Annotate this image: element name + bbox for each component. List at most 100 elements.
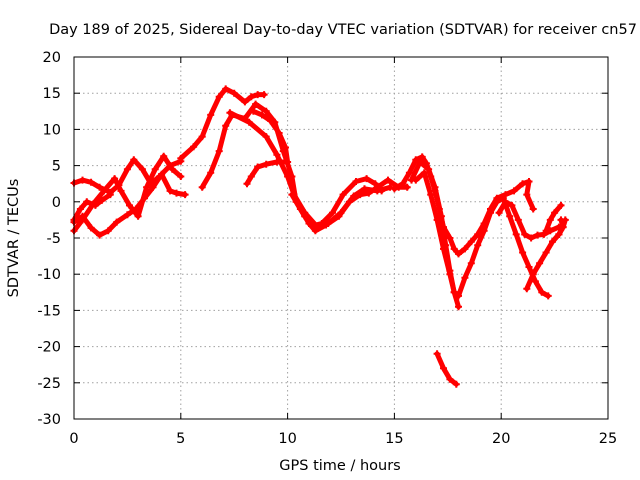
plot-frame <box>73 56 609 420</box>
data-point <box>275 129 283 137</box>
y-tick-label: 20 <box>43 50 61 66</box>
data-point <box>440 245 447 253</box>
y-axis-label: SDTVAR / TECUs <box>6 179 22 298</box>
data-point <box>510 187 518 195</box>
data-point <box>559 223 567 231</box>
data-point <box>538 288 546 296</box>
data-point <box>440 364 447 372</box>
data-point <box>446 270 454 278</box>
data-point <box>149 183 157 191</box>
y-tick-label: -30 <box>37 412 61 428</box>
data-point <box>207 111 215 119</box>
series-track-g <box>227 110 393 230</box>
data-point <box>527 234 535 242</box>
data-point <box>215 147 223 155</box>
data-point <box>416 158 424 166</box>
data-point <box>431 183 439 191</box>
data-point <box>262 133 270 141</box>
y-tick-label: -5 <box>47 231 61 247</box>
data-point <box>126 201 133 209</box>
chart-title: Day 189 of 2025, Sidereal Day-to-day VTE… <box>49 22 637 38</box>
data-point <box>540 230 548 238</box>
data-point <box>87 178 95 186</box>
series-track-f <box>199 101 385 229</box>
y-tick-label: 0 <box>52 195 61 211</box>
data-point <box>247 93 255 101</box>
data-point <box>134 212 142 220</box>
data-point <box>412 156 420 164</box>
data-point <box>96 183 104 191</box>
y-tick-label: -10 <box>37 267 61 283</box>
y-tick-label: -20 <box>37 340 61 356</box>
data-point <box>262 160 270 168</box>
data-point <box>241 98 249 106</box>
data-point <box>177 154 185 162</box>
data-point <box>493 198 501 206</box>
data-point <box>531 277 539 285</box>
data-point <box>549 238 556 246</box>
x-tick-label: 25 <box>599 431 617 447</box>
data-point <box>104 227 112 235</box>
data-point <box>433 216 441 224</box>
data-point <box>427 191 435 199</box>
x-tick-label: 5 <box>176 431 185 447</box>
data-point <box>111 175 119 183</box>
data-point <box>160 152 168 160</box>
data-series <box>70 85 569 388</box>
data-point <box>288 191 296 199</box>
data-point <box>446 375 454 383</box>
data-point <box>467 238 475 246</box>
data-point <box>461 274 469 282</box>
y-tick-label: 5 <box>52 159 61 175</box>
data-point <box>100 187 108 195</box>
data-point <box>166 187 174 195</box>
data-point <box>433 350 441 358</box>
data-point <box>519 180 527 188</box>
data-point <box>207 169 215 177</box>
data-point <box>557 201 565 209</box>
x-axis-label: GPS time / hours <box>279 458 400 474</box>
data-point <box>525 178 533 185</box>
data-point <box>76 205 84 213</box>
data-point <box>534 231 541 239</box>
data-point <box>98 196 106 204</box>
data-point <box>502 191 509 199</box>
data-point <box>390 185 398 193</box>
data-point <box>215 93 223 101</box>
data-point <box>138 165 146 173</box>
data-point <box>106 191 114 199</box>
data-point <box>198 133 206 141</box>
data-point <box>222 85 230 93</box>
x-tick-label: 10 <box>278 431 296 447</box>
data-point <box>113 218 121 226</box>
data-point <box>322 221 330 229</box>
data-point <box>356 191 364 199</box>
series-track-o <box>543 202 564 234</box>
data-point <box>412 176 420 184</box>
data-point <box>254 91 262 99</box>
data-point <box>425 165 433 173</box>
data-point <box>79 212 86 220</box>
y-tick-label: -15 <box>37 303 61 319</box>
data-point <box>499 194 507 202</box>
data-point <box>403 183 411 191</box>
data-point <box>450 245 458 253</box>
data-point <box>177 173 185 180</box>
data-point <box>284 173 292 180</box>
data-point <box>117 187 125 195</box>
data-point <box>141 194 148 202</box>
data-point <box>529 270 537 278</box>
data-point <box>296 205 304 213</box>
data-point <box>123 211 131 219</box>
data-point <box>452 380 460 388</box>
data-point <box>158 170 166 178</box>
data-point <box>361 185 368 193</box>
data-point <box>546 216 554 224</box>
data-point <box>198 183 206 191</box>
data-point <box>418 153 426 161</box>
data-point <box>555 230 563 238</box>
data-point <box>384 176 392 184</box>
data-point <box>352 178 360 185</box>
data-point <box>91 201 99 209</box>
